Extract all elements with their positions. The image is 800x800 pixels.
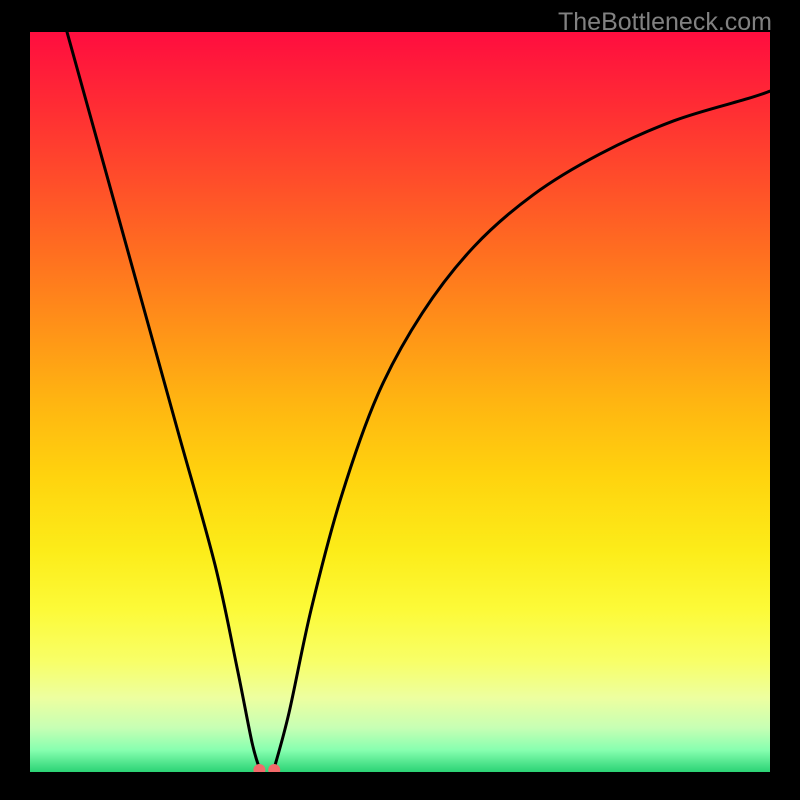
bottleneck-curve [67, 32, 770, 768]
vertex-marker-left [253, 764, 265, 772]
watermark-text: TheBottleneck.com [558, 8, 772, 37]
curve-layer [30, 32, 770, 772]
plot-area [30, 32, 770, 772]
vertex-marker-right [268, 764, 280, 772]
